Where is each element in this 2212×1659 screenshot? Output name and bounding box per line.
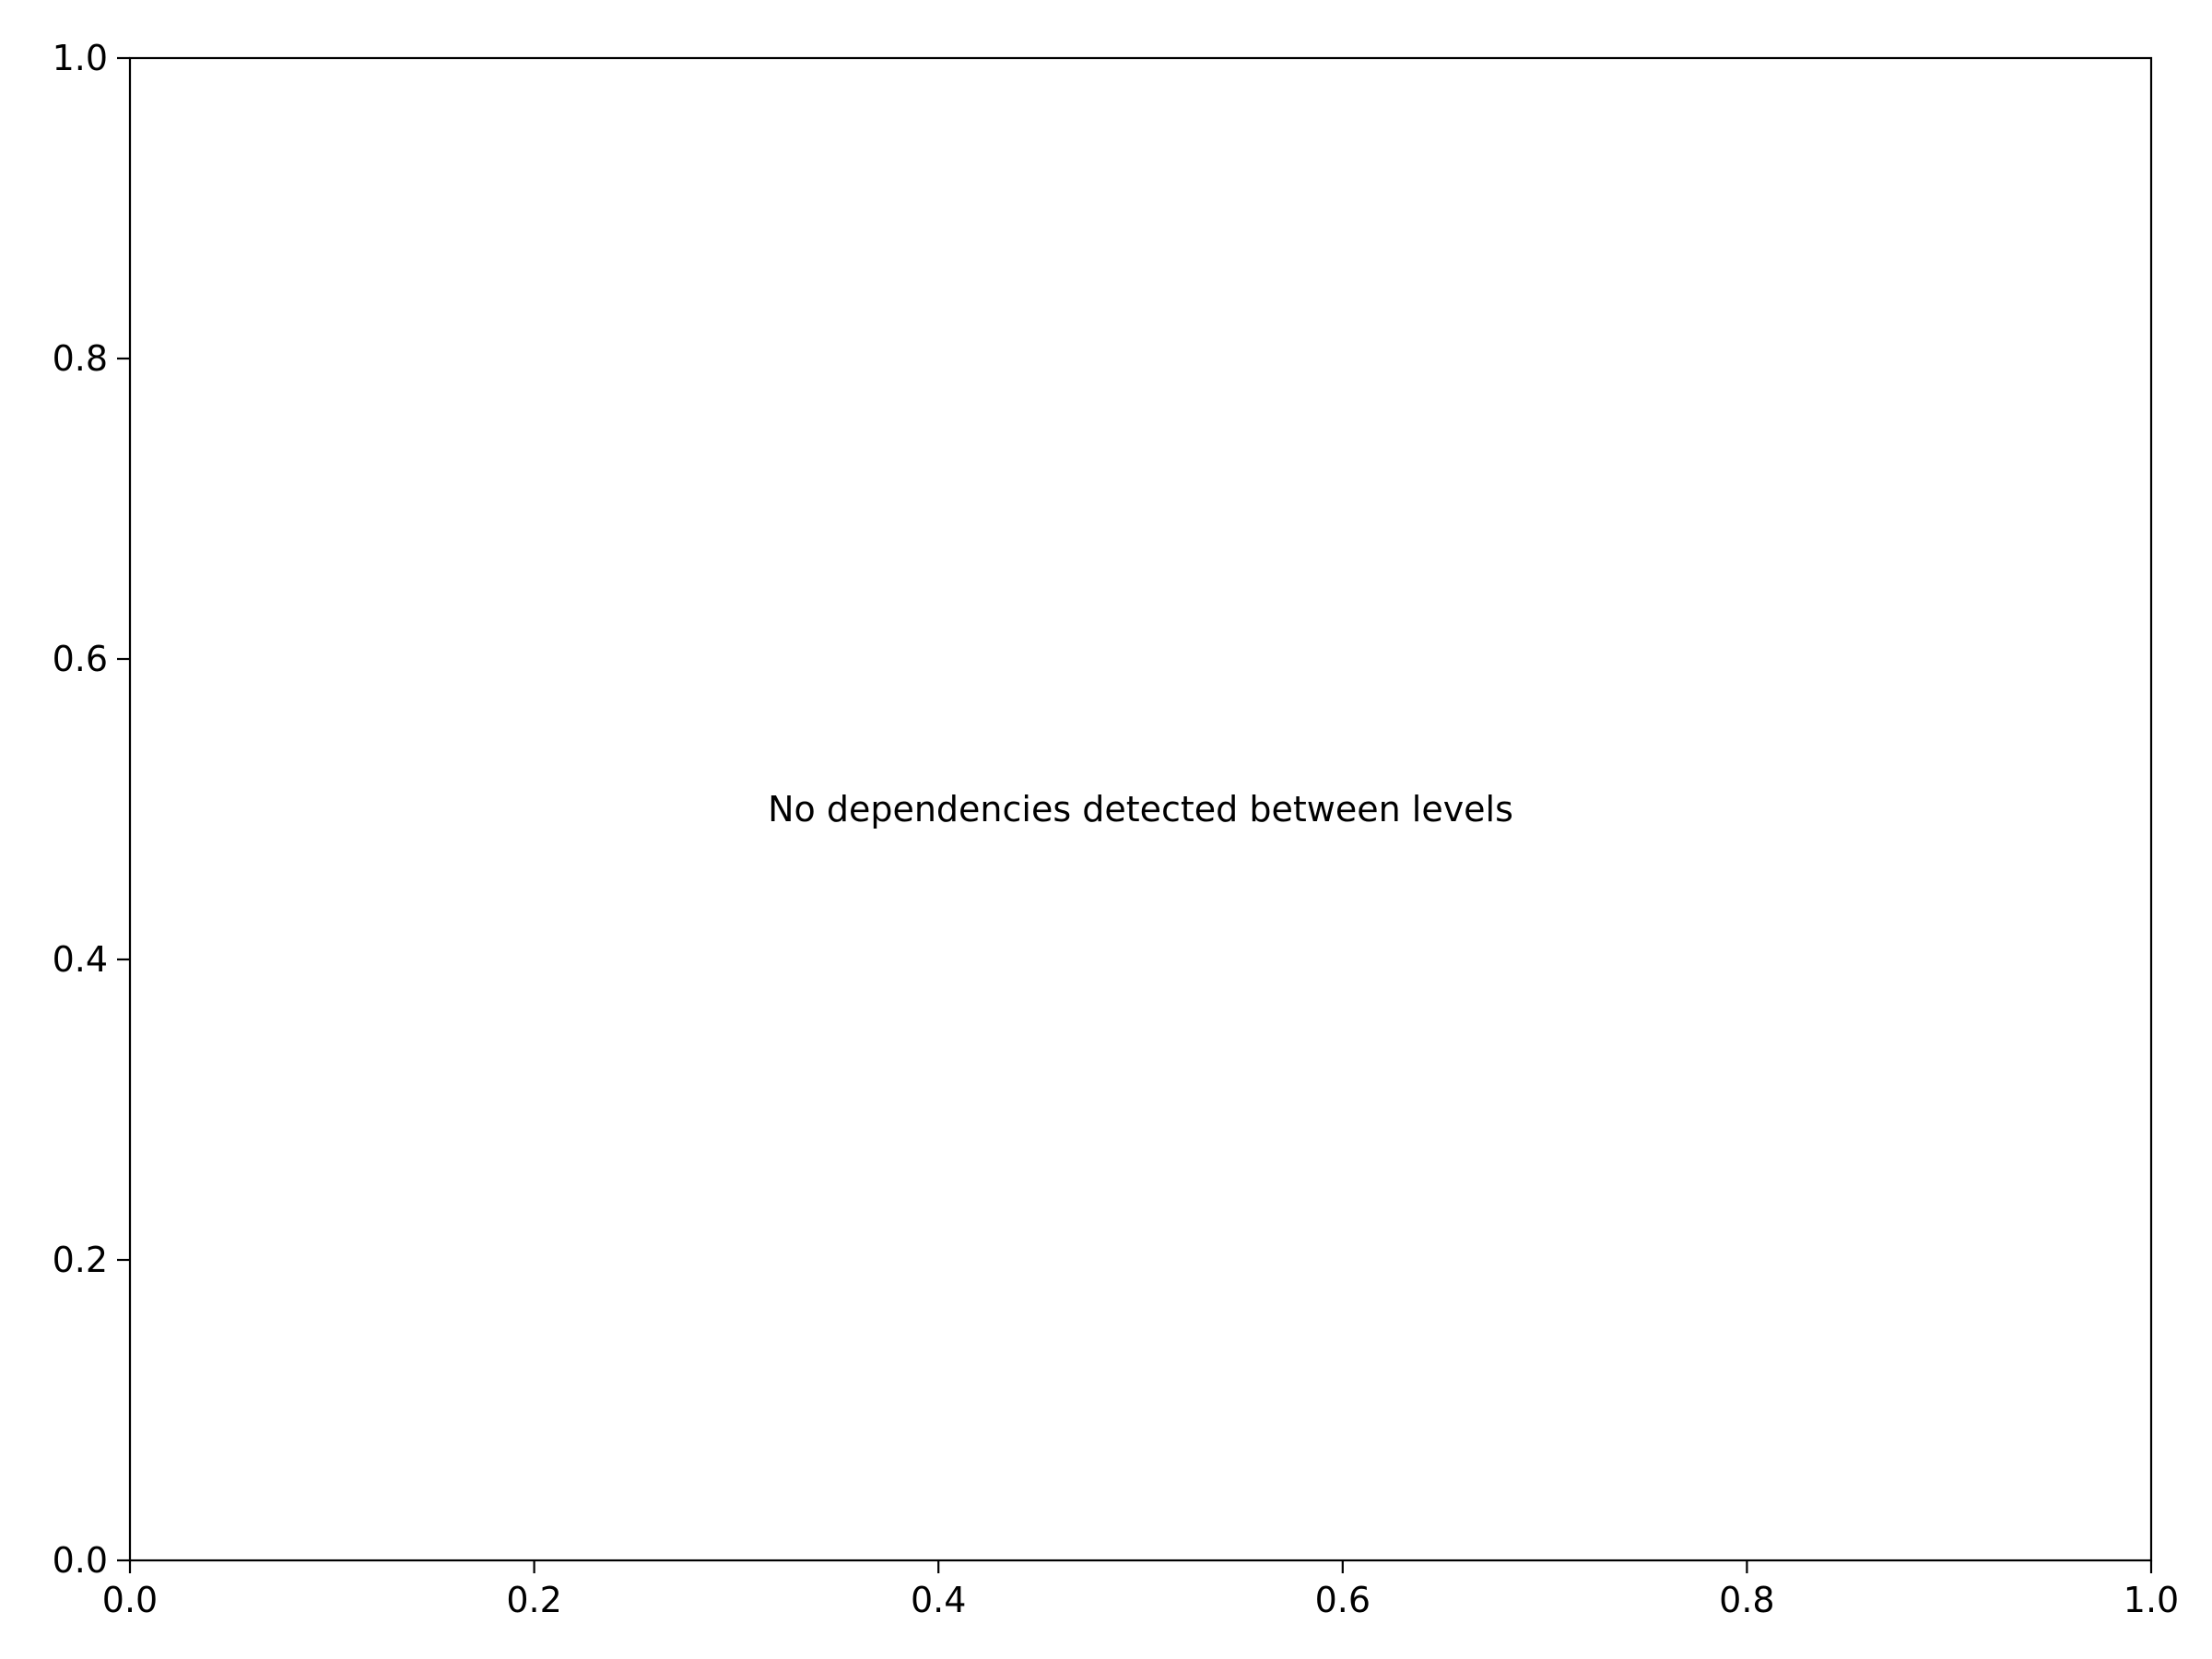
annotations: No dependencies detected between levels — [768, 789, 1513, 830]
x-tick-label: 0.6 — [1315, 1580, 1371, 1620]
x-axis: 0.0 0.2 0.4 0.6 0.8 1.0 — [102, 1560, 2179, 1620]
plot-area — [128, 56, 2153, 1562]
x-tick-label: 0.8 — [1719, 1580, 1774, 1620]
x-tick-label: 1.0 — [2124, 1580, 2179, 1620]
x-tick-label: 0.4 — [911, 1580, 966, 1620]
y-tick-label: 0.8 — [53, 338, 108, 379]
x-tick-label: 0.0 — [102, 1580, 158, 1620]
y-tick-label: 1.0 — [53, 38, 108, 78]
y-axis: 0.0 0.2 0.4 0.6 0.8 1.0 — [53, 38, 130, 1581]
annotation-text: No dependencies detected between levels — [768, 789, 1513, 830]
y-tick-label: 0.6 — [53, 639, 108, 679]
y-tick-label: 0.0 — [53, 1540, 108, 1581]
y-tick-label: 0.4 — [53, 939, 108, 980]
x-tick-label: 0.2 — [506, 1580, 561, 1620]
y-tick-label: 0.2 — [53, 1240, 108, 1280]
